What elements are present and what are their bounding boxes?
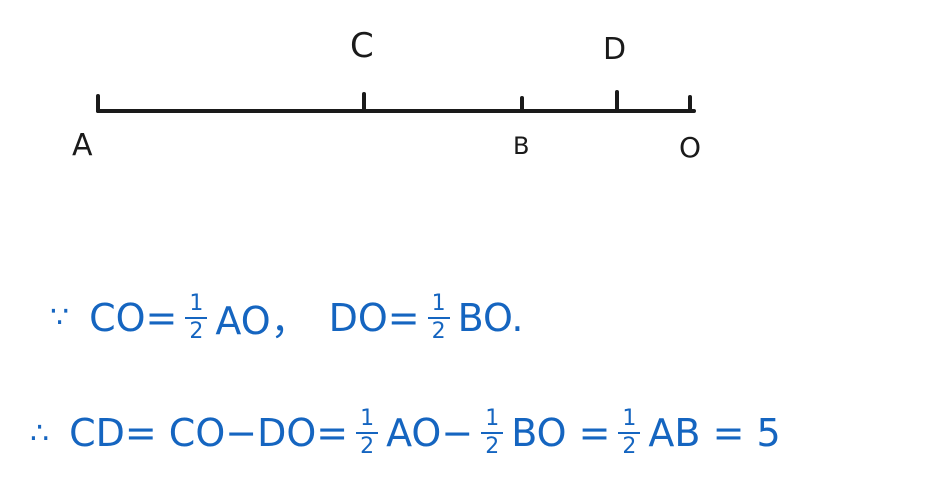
label-a: A bbox=[72, 128, 93, 163]
fraction-numerator: 1 bbox=[618, 408, 640, 434]
line2-fraction-3: 1 2 bbox=[618, 408, 640, 458]
line1-do-eq: DO= bbox=[329, 296, 420, 340]
line2-cd-eq: CD= CO−DO= bbox=[69, 411, 348, 455]
line1-fraction-1: 1 2 bbox=[185, 293, 207, 343]
line2-fraction-1: 1 2 bbox=[356, 408, 378, 458]
fraction-numerator: 1 bbox=[481, 408, 503, 434]
math-line-1: ∵ CO= 1 2 AO， DO= 1 2 BO. bbox=[50, 290, 526, 345]
math-line-2: ∴ CD= CO−DO= 1 2 AO− 1 2 BO = 1 2 AB = 5 bbox=[30, 408, 783, 458]
line2-fraction-2: 1 2 bbox=[481, 408, 503, 458]
line2-ao-minus: AO− bbox=[386, 411, 473, 455]
fraction-denominator: 2 bbox=[622, 434, 636, 458]
fraction-numerator: 1 bbox=[356, 408, 378, 434]
line2-bo-eq: BO = bbox=[511, 411, 610, 455]
label-b: B bbox=[513, 132, 529, 160]
line1-fraction-2: 1 2 bbox=[428, 293, 450, 343]
label-d: D bbox=[603, 32, 626, 67]
fraction-denominator: 2 bbox=[432, 319, 446, 343]
label-c: C bbox=[350, 26, 374, 66]
line2-ab-result: AB = 5 bbox=[648, 411, 780, 455]
fraction-numerator: 1 bbox=[185, 293, 207, 319]
line1-ao: AO， bbox=[215, 290, 308, 345]
fraction-numerator: 1 bbox=[428, 293, 450, 319]
fraction-denominator: 2 bbox=[485, 434, 499, 458]
fraction-denominator: 2 bbox=[360, 434, 374, 458]
label-o: O bbox=[679, 131, 701, 164]
because-symbol: ∵ bbox=[50, 300, 69, 335]
line1-co-eq: CO= bbox=[89, 296, 177, 340]
line1-bo: BO. bbox=[458, 296, 524, 340]
fraction-denominator: 2 bbox=[189, 319, 203, 343]
therefore-symbol: ∴ bbox=[30, 416, 49, 451]
